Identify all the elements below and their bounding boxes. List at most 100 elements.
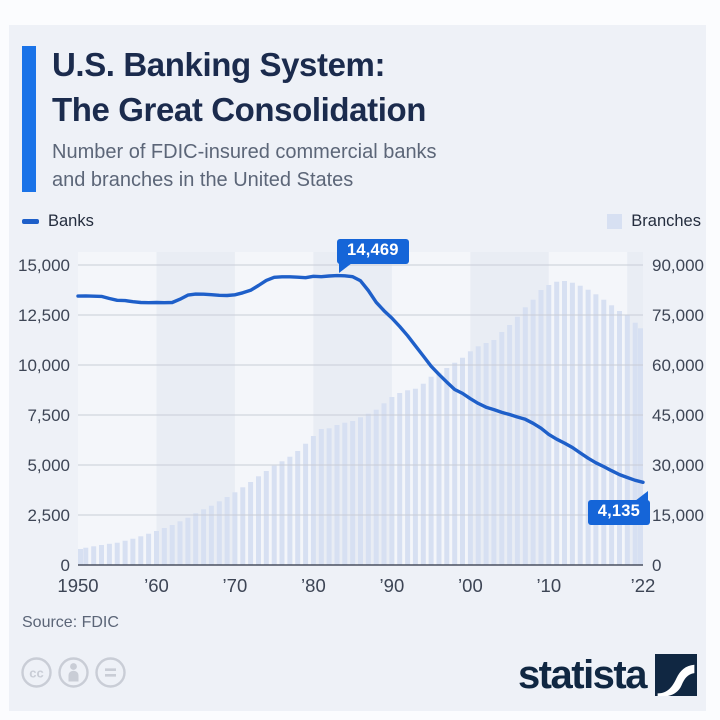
left-axis-tick: 5,000	[27, 456, 70, 475]
branches-legend-label: Branches	[631, 212, 701, 230]
branch-bar	[452, 362, 458, 565]
x-axis-tick: ’70	[223, 575, 248, 596]
branch-bar	[138, 536, 144, 565]
branch-bar	[318, 429, 324, 565]
branch-bar	[106, 543, 112, 565]
branch-bar	[161, 528, 167, 565]
subtitle-line-2: and branches in the United States	[52, 169, 354, 191]
x-axis-tick: 1950	[57, 575, 98, 596]
branch-bar	[358, 417, 363, 565]
branch-bar	[224, 497, 230, 565]
x-axis-tick: ’90	[380, 575, 405, 596]
branch-bar	[240, 487, 246, 565]
left-axis-tick: 0	[61, 556, 70, 575]
page-subtitle: Number of FDIC-insured commercial banks …	[52, 138, 437, 194]
page-title: U.S. Banking System: The Great Consolida…	[52, 42, 426, 132]
branch-bar	[460, 357, 465, 565]
statista-logo: statista	[518, 654, 697, 696]
source-note: Source: FDIC	[22, 614, 119, 631]
banks-line	[76, 273, 645, 484]
branch-bar	[154, 531, 159, 565]
branch-bar	[83, 547, 89, 565]
banks-peak-value: 14,469	[347, 241, 399, 259]
branch-bar	[530, 299, 536, 565]
branch-bar	[201, 509, 207, 565]
branch-bar	[601, 299, 607, 565]
branch-bar	[514, 316, 520, 565]
branch-bar	[350, 421, 356, 565]
branch-bar	[146, 533, 152, 565]
branches-bar-swatch-icon	[607, 214, 623, 229]
right-axis-tick: 30,000	[652, 456, 704, 475]
legend-item-branches: Branches	[607, 212, 701, 231]
banks-peak-callout: 14,469	[337, 239, 409, 273]
branch-bar	[295, 451, 301, 565]
branch-bar	[475, 346, 481, 565]
branch-bar	[208, 505, 214, 565]
branch-bar	[467, 351, 473, 565]
statista-wordmark: statista	[517, 653, 648, 697]
x-axis-tick: ’60	[144, 575, 169, 596]
branch-bar	[130, 538, 136, 565]
right-axis-tick: 75,000	[652, 306, 704, 325]
branch-bar	[326, 428, 332, 565]
branch-bar	[342, 422, 348, 565]
callout-pointer-down-icon	[339, 263, 352, 273]
branch-bar	[569, 282, 575, 565]
left-axis-tick: 2,500	[27, 506, 70, 525]
right-axis-tick: 15,000	[652, 506, 704, 525]
branch-bar	[507, 325, 513, 565]
branch-bar	[436, 372, 442, 565]
callout-pointer-up-icon	[635, 491, 648, 501]
title-line-1: U.S. Banking System:	[52, 46, 386, 83]
branch-bar	[232, 492, 238, 565]
branch-bar	[177, 521, 183, 565]
branch-bar	[397, 393, 403, 565]
left-axis-tick: 12,500	[18, 306, 70, 325]
branch-bar	[248, 482, 254, 565]
x-axis-tick: ’22	[631, 575, 656, 596]
title-accent-bar	[22, 46, 36, 192]
branch-bar	[365, 413, 371, 565]
branch-bar	[99, 545, 104, 565]
branch-bar	[389, 397, 395, 565]
branch-bar	[585, 289, 591, 565]
branch-bar	[334, 425, 340, 565]
branch-bar	[632, 322, 638, 565]
branch-bar	[562, 281, 567, 565]
x-axis-tick: ’00	[458, 575, 483, 596]
branch-bar	[91, 546, 97, 565]
branch-bar	[310, 436, 316, 565]
branch-bar	[216, 501, 222, 565]
title-line-2: The Great Consolidation	[52, 91, 426, 128]
branch-bar	[279, 461, 285, 565]
branch-bar	[491, 340, 497, 565]
branch-bar	[78, 549, 83, 565]
branch-bar	[303, 443, 309, 565]
banks-line-swatch-icon	[22, 219, 39, 224]
no-derivatives-equals-icon	[95, 657, 126, 688]
branch-bar	[287, 456, 293, 565]
banks-latest-callout: 4,135	[587, 491, 650, 525]
right-axis-tick: 90,000	[652, 256, 704, 275]
right-axis-tick: 60,000	[652, 356, 704, 375]
subtitle-line-1: Number of FDIC-insured commercial banks	[52, 141, 437, 163]
branch-bar	[373, 409, 379, 565]
branch-bar	[609, 305, 615, 565]
branch-bar	[617, 311, 622, 565]
banks-latest-value: 4,135	[597, 502, 640, 520]
right-axis-tick: 0	[652, 556, 661, 575]
legend-item-banks: Banks	[22, 212, 94, 231]
branch-bar	[624, 315, 630, 565]
branch-bar	[444, 368, 450, 565]
x-axis-tick: ’80	[301, 575, 326, 596]
branch-bar	[428, 376, 434, 565]
attribution-person-icon	[58, 657, 89, 688]
svg-text:cc: cc	[29, 666, 43, 681]
branch-bar	[412, 388, 418, 565]
branch-bar	[522, 307, 528, 565]
left-axis-tick: 7,500	[27, 406, 70, 425]
branch-bar	[193, 513, 199, 565]
left-axis-tick: 15,000	[18, 256, 70, 275]
